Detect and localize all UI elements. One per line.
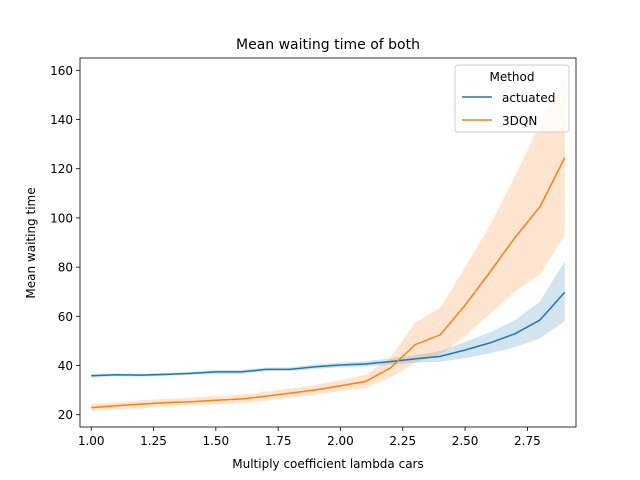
- y-tick-label: 120: [50, 162, 73, 176]
- y-tick-label: 160: [50, 64, 73, 78]
- y-tick-label: 20: [58, 408, 73, 422]
- x-axis-ticks: 1.00 1.25 1.50 1.75 2.00 2.25 2.50 2.75: [78, 427, 541, 448]
- x-tick-label: 2.00: [327, 434, 354, 448]
- chart-title: Mean waiting time of both: [236, 37, 420, 53]
- legend-label-actuated: actuated: [502, 91, 555, 105]
- y-tick-label: 140: [50, 113, 73, 127]
- y-tick-label: 80: [58, 261, 73, 275]
- x-tick-label: 2.75: [514, 434, 541, 448]
- y-axis-ticks: 20 40 60 80 100 120 140 160: [50, 64, 80, 422]
- line-3dqn: [91, 157, 566, 409]
- x-tick-label: 2.50: [452, 434, 479, 448]
- x-tick-label: 1.50: [202, 434, 229, 448]
- x-tick-label: 1.25: [140, 434, 167, 448]
- y-tick-label: 100: [50, 211, 73, 225]
- legend-box: [454, 64, 570, 133]
- y-tick-label: 40: [58, 359, 73, 373]
- y-axis-label: Mean waiting time: [24, 187, 38, 298]
- legend-label-3dqn: 3DQN: [502, 114, 537, 128]
- x-axis-label: Multiply coefficient lambda cars: [232, 457, 423, 471]
- x-tick-label: 1.00: [78, 434, 105, 448]
- y-tick-label: 60: [58, 310, 73, 324]
- plot-frame: [79, 57, 577, 428]
- x-tick-label: 1.75: [265, 434, 292, 448]
- line-actuated: [91, 291, 566, 377]
- legend: Method actuated 3DQN: [454, 64, 570, 133]
- x-tick-label: 2.25: [389, 434, 416, 448]
- series-lines: [91, 157, 566, 409]
- legend-title: Method: [489, 70, 534, 84]
